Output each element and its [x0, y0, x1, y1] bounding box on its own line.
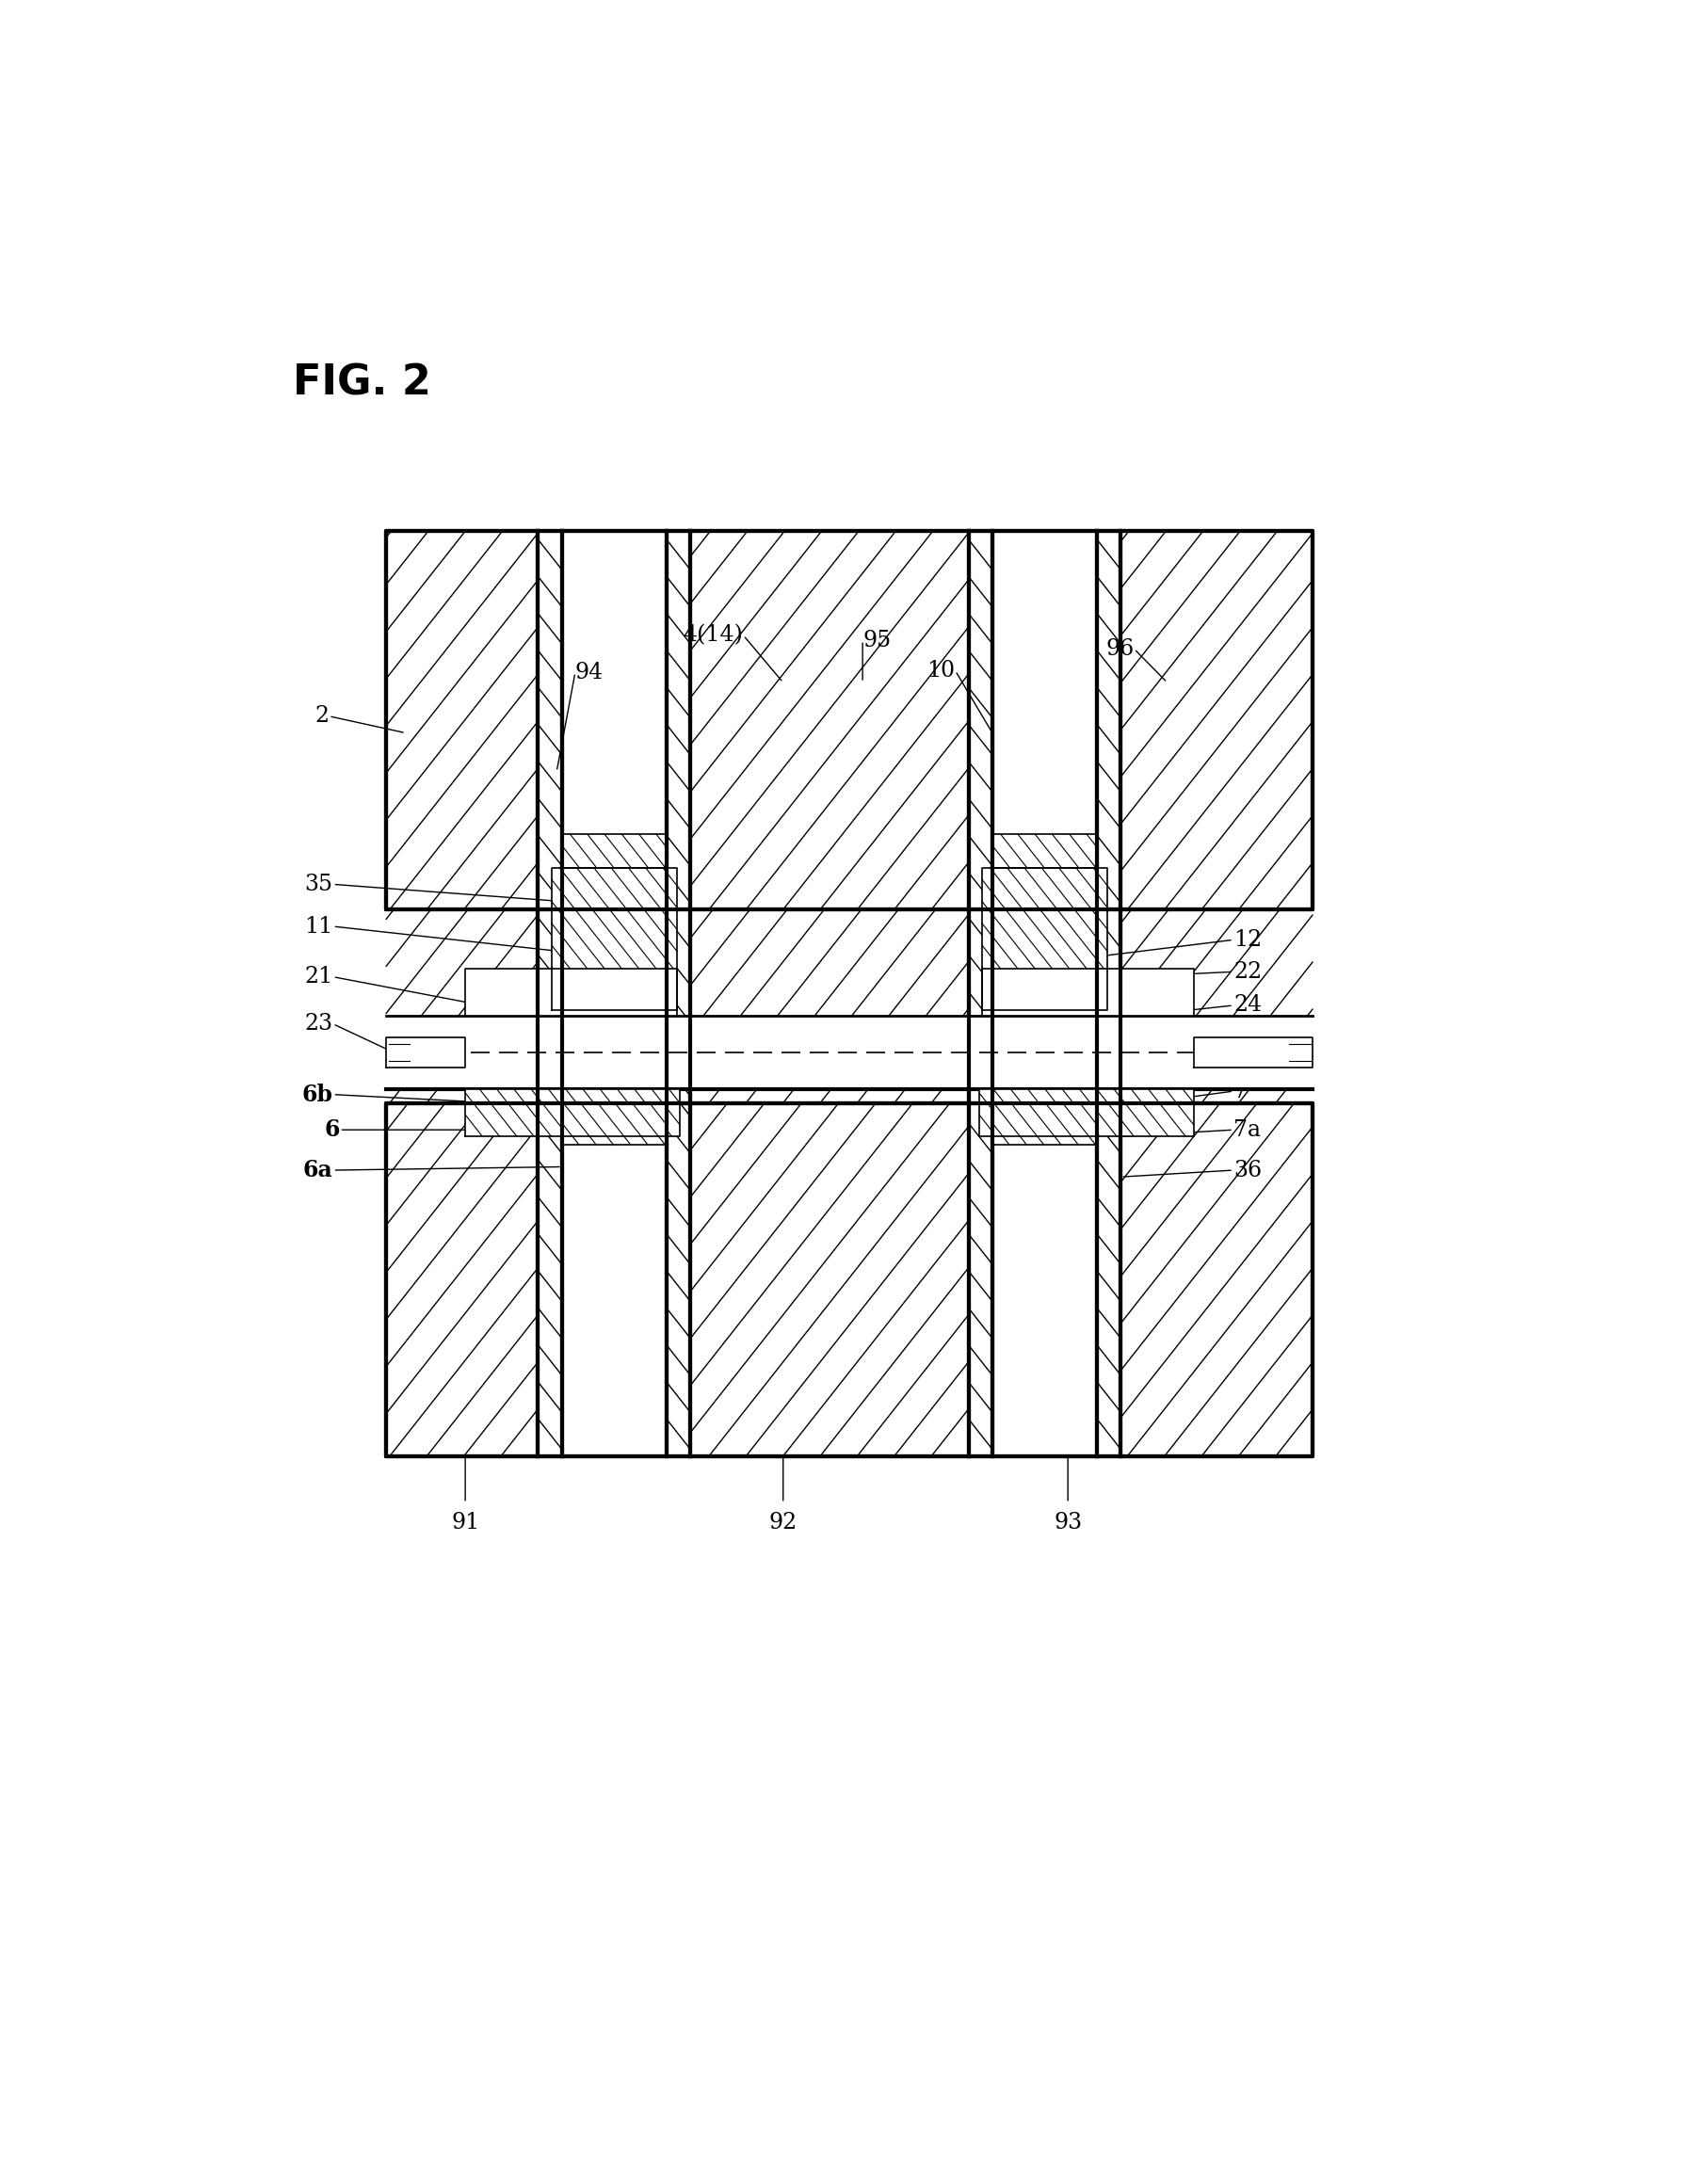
Bar [992, 1103, 1097, 1457]
Text: 92: 92 [769, 1511, 798, 1533]
Text: 10: 10 [926, 660, 955, 681]
Bar [465, 1090, 680, 1136]
Bar [552, 867, 676, 1011]
Text: 24: 24 [1233, 994, 1261, 1016]
Text: 23: 23 [304, 1013, 333, 1035]
Text: 4(14): 4(14) [683, 625, 743, 646]
Text: 91: 91 [451, 1511, 480, 1533]
Bar [980, 867, 1107, 1011]
Bar [992, 531, 1097, 909]
Text: 6: 6 [325, 1118, 340, 1140]
Text: 35: 35 [304, 874, 333, 895]
Bar [562, 1103, 666, 1144]
Bar [979, 1090, 1192, 1136]
Bar [386, 1103, 1312, 1457]
Text: 36: 36 [1233, 1160, 1261, 1182]
Text: 95: 95 [863, 629, 890, 651]
Text: 96: 96 [1105, 638, 1134, 660]
Text: 93: 93 [1054, 1511, 1081, 1533]
Bar [992, 909, 1097, 1103]
Bar [980, 968, 1192, 1016]
Text: 94: 94 [576, 662, 603, 684]
Bar [465, 968, 676, 1016]
Text: 7: 7 [1233, 1081, 1247, 1103]
Text: 6a: 6a [302, 1160, 333, 1182]
Text: 7b: 7b [1233, 1042, 1261, 1064]
Text: 2: 2 [314, 705, 328, 727]
Bar [562, 531, 666, 909]
Bar [1192, 1037, 1312, 1068]
Bar [562, 1103, 666, 1457]
Bar [992, 1103, 1097, 1144]
Text: 21: 21 [304, 965, 333, 987]
Bar [386, 531, 1312, 909]
Text: FIG. 2: FIG. 2 [294, 363, 430, 404]
Text: 7a: 7a [1233, 1118, 1261, 1140]
Text: 22: 22 [1233, 961, 1261, 983]
Bar [562, 834, 666, 867]
Bar [992, 834, 1097, 867]
Bar [386, 1037, 465, 1068]
Bar [562, 909, 666, 1103]
Bar [386, 1016, 1312, 1090]
Text: 6b: 6b [302, 1083, 333, 1105]
Text: 12: 12 [1233, 928, 1261, 950]
Text: 11: 11 [304, 915, 333, 937]
